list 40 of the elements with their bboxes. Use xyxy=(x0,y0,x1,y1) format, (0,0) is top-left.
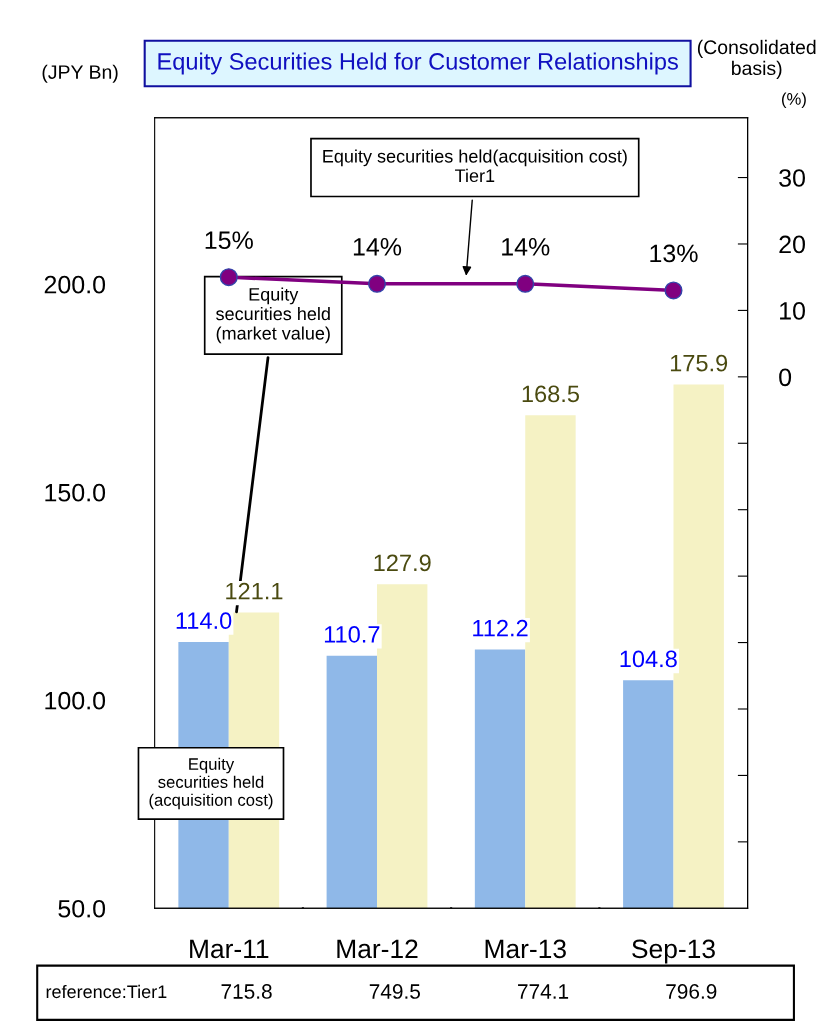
y2-axis-title: (%) xyxy=(781,92,806,109)
chart-title: Equity Securities Held for Customer Relationships xyxy=(158,52,678,75)
text: 796.9 xyxy=(666,984,717,999)
data-label: 14% xyxy=(353,238,402,256)
series-label: Equity securities held (acquisition cost) xyxy=(149,757,273,810)
y-axis-title: (JPY Bn) xyxy=(42,64,118,83)
y2-tick-label: 30 xyxy=(779,169,805,187)
data-label: 168.5 xyxy=(522,385,579,403)
point xyxy=(664,281,683,300)
x-tick-label: Mar-13 xyxy=(485,939,566,959)
data-label: 110.7 xyxy=(324,626,380,643)
data-label: 175.9 xyxy=(670,354,728,372)
x-tick-label: Mar-12 xyxy=(337,939,418,959)
text: (Consolidated basis) xyxy=(697,39,816,79)
text: reference:Tier1 xyxy=(46,984,167,999)
point xyxy=(219,268,238,287)
text: 715.8 xyxy=(221,984,272,999)
text: 749.5 xyxy=(369,984,420,999)
y2-tick-label: 10 xyxy=(780,302,805,320)
text: Equity securities held(acquisition cost) Tier1 xyxy=(323,149,627,183)
data-label: 127.9 xyxy=(374,554,431,572)
y-tick-label: 200.0 xyxy=(44,275,106,294)
data-label: 121.1 xyxy=(226,582,283,600)
text: Equity securities held (market value) xyxy=(216,287,330,344)
text: 774.1 xyxy=(518,984,569,999)
x-tick-label: Mar-11 xyxy=(190,939,269,959)
point xyxy=(516,274,535,293)
y-tick-label: 100.0 xyxy=(45,691,106,710)
y2-tick-label: 20 xyxy=(779,235,805,254)
data-label: 13% xyxy=(650,244,698,263)
x-tick-label: Sep-13 xyxy=(632,939,715,964)
y-tick-label: 50.0 xyxy=(58,899,106,918)
data-label: 104.8 xyxy=(620,650,677,668)
y-tick-label: 150.0 xyxy=(45,483,106,502)
data-label: 114.0 xyxy=(176,612,232,630)
data-label: 15% xyxy=(205,231,253,249)
point xyxy=(367,274,387,293)
data-label: 112.2 xyxy=(473,619,528,637)
data-label: 14% xyxy=(502,238,550,256)
y2-tick-label: 0 xyxy=(779,368,792,387)
